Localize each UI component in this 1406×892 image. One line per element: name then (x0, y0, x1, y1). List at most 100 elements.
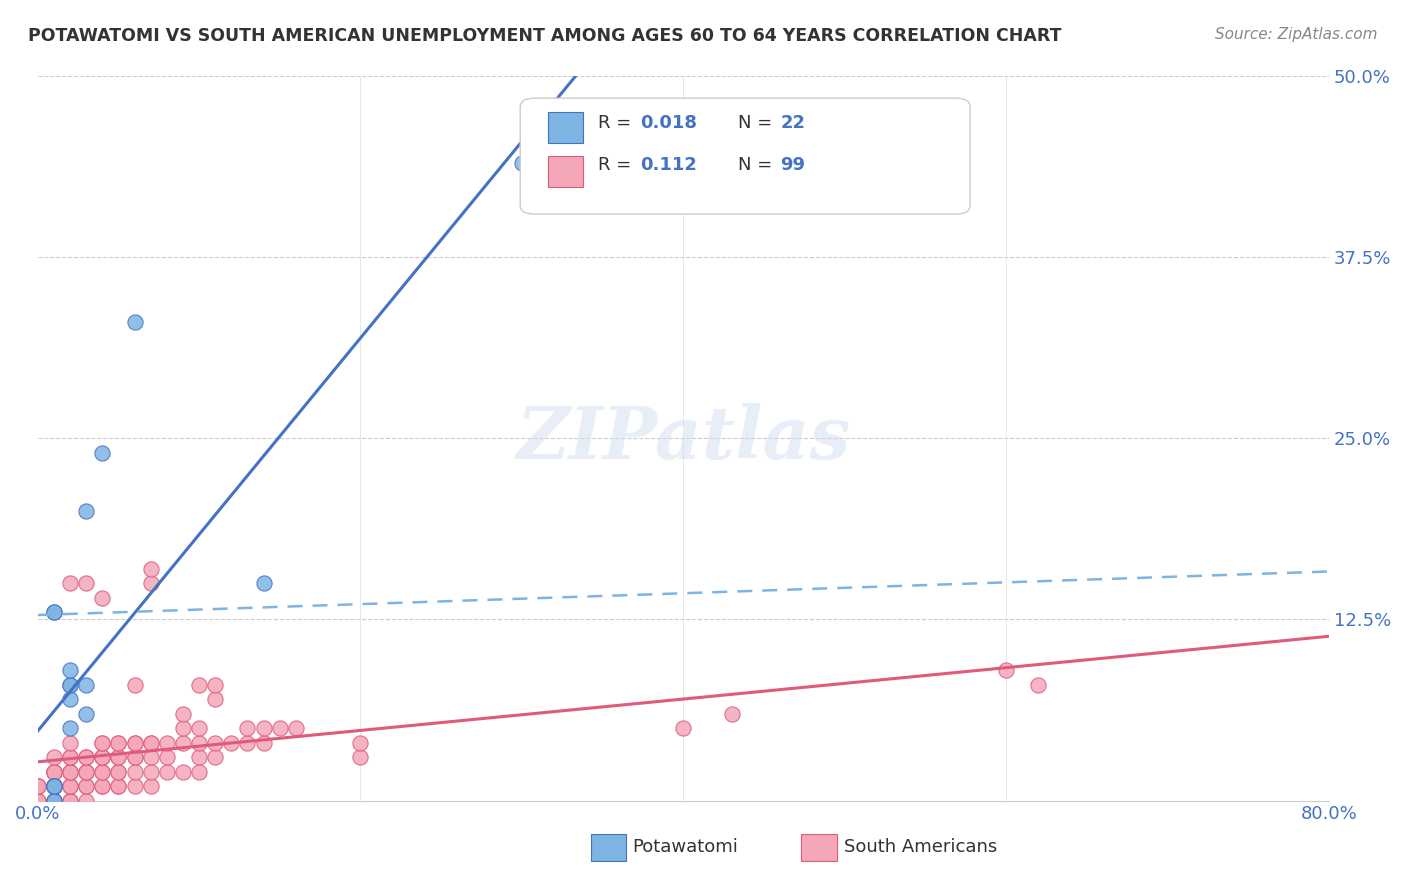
Point (75, 779, 97, 793)
Point (253, 721, 276, 735)
Point (59, 764, 82, 779)
Point (27, 779, 49, 793)
Point (139, 750, 162, 764)
Point (284, 721, 307, 735)
Point (42, 764, 65, 779)
Point (42, 779, 65, 793)
Point (188, 764, 211, 779)
Point (91, 736, 114, 750)
Point (75, 779, 97, 793)
Point (42, 779, 65, 793)
Point (75, 750, 97, 764)
Point (204, 750, 226, 764)
Point (107, 764, 129, 779)
Text: 0.018: 0.018 (640, 114, 697, 132)
Point (107, 750, 129, 764)
Point (75, 576, 97, 591)
Point (204, 692, 226, 706)
Point (124, 315, 146, 329)
Point (188, 721, 211, 735)
Point (236, 736, 259, 750)
Point (188, 677, 211, 691)
Point (172, 721, 194, 735)
Point (42, 605, 65, 619)
Point (139, 736, 162, 750)
Point (236, 721, 259, 735)
Point (42, 794, 65, 808)
Point (42, 794, 65, 808)
Point (107, 750, 129, 764)
Point (995, 663, 1018, 677)
Point (59, 779, 82, 793)
Point (42, 779, 65, 793)
Point (75, 764, 97, 779)
Point (204, 736, 226, 750)
Point (139, 561, 162, 575)
Point (75, 794, 97, 808)
Point (269, 721, 291, 735)
Point (124, 677, 146, 691)
Point (172, 764, 194, 779)
Point (42, 794, 65, 808)
Point (107, 764, 129, 779)
Point (156, 736, 179, 750)
Point (172, 706, 194, 721)
Point (59, 794, 82, 808)
Point (42, 779, 65, 793)
Point (91, 445, 114, 459)
Point (91, 750, 114, 764)
Point (349, 750, 371, 764)
Text: N =: N = (738, 114, 778, 132)
Point (42, 794, 65, 808)
Point (59, 721, 82, 735)
Point (59, 779, 82, 793)
Text: Source: ZipAtlas.com: Source: ZipAtlas.com (1215, 27, 1378, 42)
Point (75, 750, 97, 764)
Point (139, 736, 162, 750)
Point (59, 692, 82, 706)
Text: R =: R = (598, 114, 637, 132)
Point (156, 764, 179, 779)
Point (27, 779, 49, 793)
Point (59, 663, 82, 677)
Point (124, 779, 146, 793)
Point (188, 736, 211, 750)
Text: 99: 99 (780, 156, 806, 174)
Point (59, 794, 82, 808)
Point (59, 779, 82, 793)
Point (27, 794, 49, 808)
Point (124, 736, 146, 750)
Text: N =: N = (738, 156, 778, 174)
Point (59, 750, 82, 764)
Point (42, 779, 65, 793)
Point (59, 677, 82, 691)
Point (91, 591, 114, 605)
Point (42, 779, 65, 793)
Point (139, 764, 162, 779)
Point (91, 764, 114, 779)
Point (221, 736, 243, 750)
Point (172, 736, 194, 750)
Point (42, 779, 65, 793)
Point (510, 155, 533, 169)
Point (156, 750, 179, 764)
Point (42, 605, 65, 619)
Point (91, 750, 114, 764)
Point (59, 764, 82, 779)
Point (75, 677, 97, 691)
Point (59, 736, 82, 750)
Point (672, 721, 695, 735)
Point (253, 576, 276, 591)
Text: 0.112: 0.112 (640, 156, 696, 174)
Point (720, 706, 742, 721)
Point (42, 764, 65, 779)
Point (59, 677, 82, 691)
Point (42, 764, 65, 779)
Point (75, 764, 97, 779)
Point (27, 779, 49, 793)
Point (59, 576, 82, 591)
Point (124, 750, 146, 764)
Point (124, 764, 146, 779)
Point (42, 750, 65, 764)
Point (91, 750, 114, 764)
